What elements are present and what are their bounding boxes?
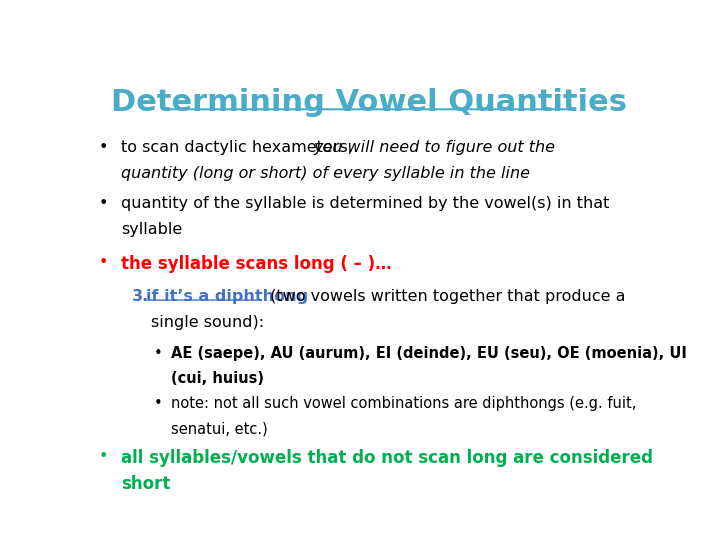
Text: •: •: [99, 197, 108, 211]
Text: syllable: syllable: [121, 222, 182, 238]
Text: quantity of the syllable is determined by the vowel(s) in that: quantity of the syllable is determined b…: [121, 197, 609, 211]
Text: the syllable scans long ( – )…: the syllable scans long ( – )…: [121, 255, 392, 273]
Text: •: •: [99, 255, 108, 270]
Text: note: not all such vowel combinations are diphthongs (e.g. fuit,: note: not all such vowel combinations ar…: [171, 396, 636, 411]
Text: you will need to figure out the: you will need to figure out the: [314, 140, 556, 154]
Text: to scan dactylic hexameters,: to scan dactylic hexameters,: [121, 140, 358, 154]
Text: if it’s a diphthong: if it’s a diphthong: [145, 289, 308, 304]
Text: single sound):: single sound):: [151, 315, 264, 330]
Text: all syllables/vowels that do not scan long are considered: all syllables/vowels that do not scan lo…: [121, 449, 653, 468]
Text: (cui, huius): (cui, huius): [171, 371, 264, 386]
Text: quantity (long or short) of every syllable in the line: quantity (long or short) of every syllab…: [121, 166, 530, 180]
Text: Determining Vowel Quantities: Determining Vowel Quantities: [111, 87, 627, 117]
Text: •: •: [99, 140, 108, 154]
Text: •: •: [154, 396, 163, 411]
Text: senatui, etc.): senatui, etc.): [171, 421, 268, 436]
Text: short: short: [121, 475, 170, 494]
Text: (two vowels written together that produce a: (two vowels written together that produc…: [265, 289, 625, 304]
Text: AE (saepe), AU (aurum), EI (deinde), EU (seu), OE (moenia), UI: AE (saepe), AU (aurum), EI (deinde), EU …: [171, 346, 687, 361]
Text: •: •: [99, 449, 108, 464]
Text: •: •: [154, 346, 163, 361]
Text: 3.: 3.: [132, 289, 149, 304]
